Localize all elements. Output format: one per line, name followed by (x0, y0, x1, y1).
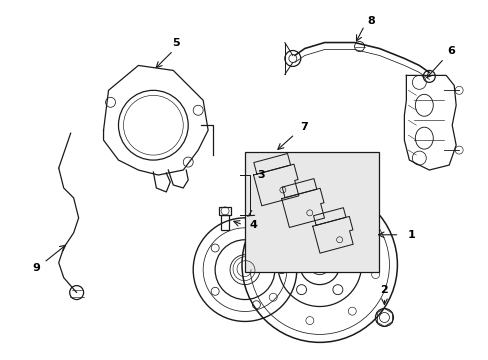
Text: 7: 7 (299, 122, 307, 132)
Bar (219, 207, 230, 215)
Text: 4: 4 (249, 220, 257, 230)
Text: 1: 1 (407, 230, 414, 240)
Text: 8: 8 (367, 15, 374, 26)
Text: 6: 6 (447, 45, 454, 55)
Text: 2: 2 (380, 284, 387, 294)
Circle shape (118, 90, 188, 160)
Text: 9: 9 (33, 263, 41, 273)
Bar (244, 152, 379, 272)
Bar (221, 215, 228, 230)
Text: 3: 3 (256, 170, 264, 180)
Text: 5: 5 (172, 37, 180, 48)
